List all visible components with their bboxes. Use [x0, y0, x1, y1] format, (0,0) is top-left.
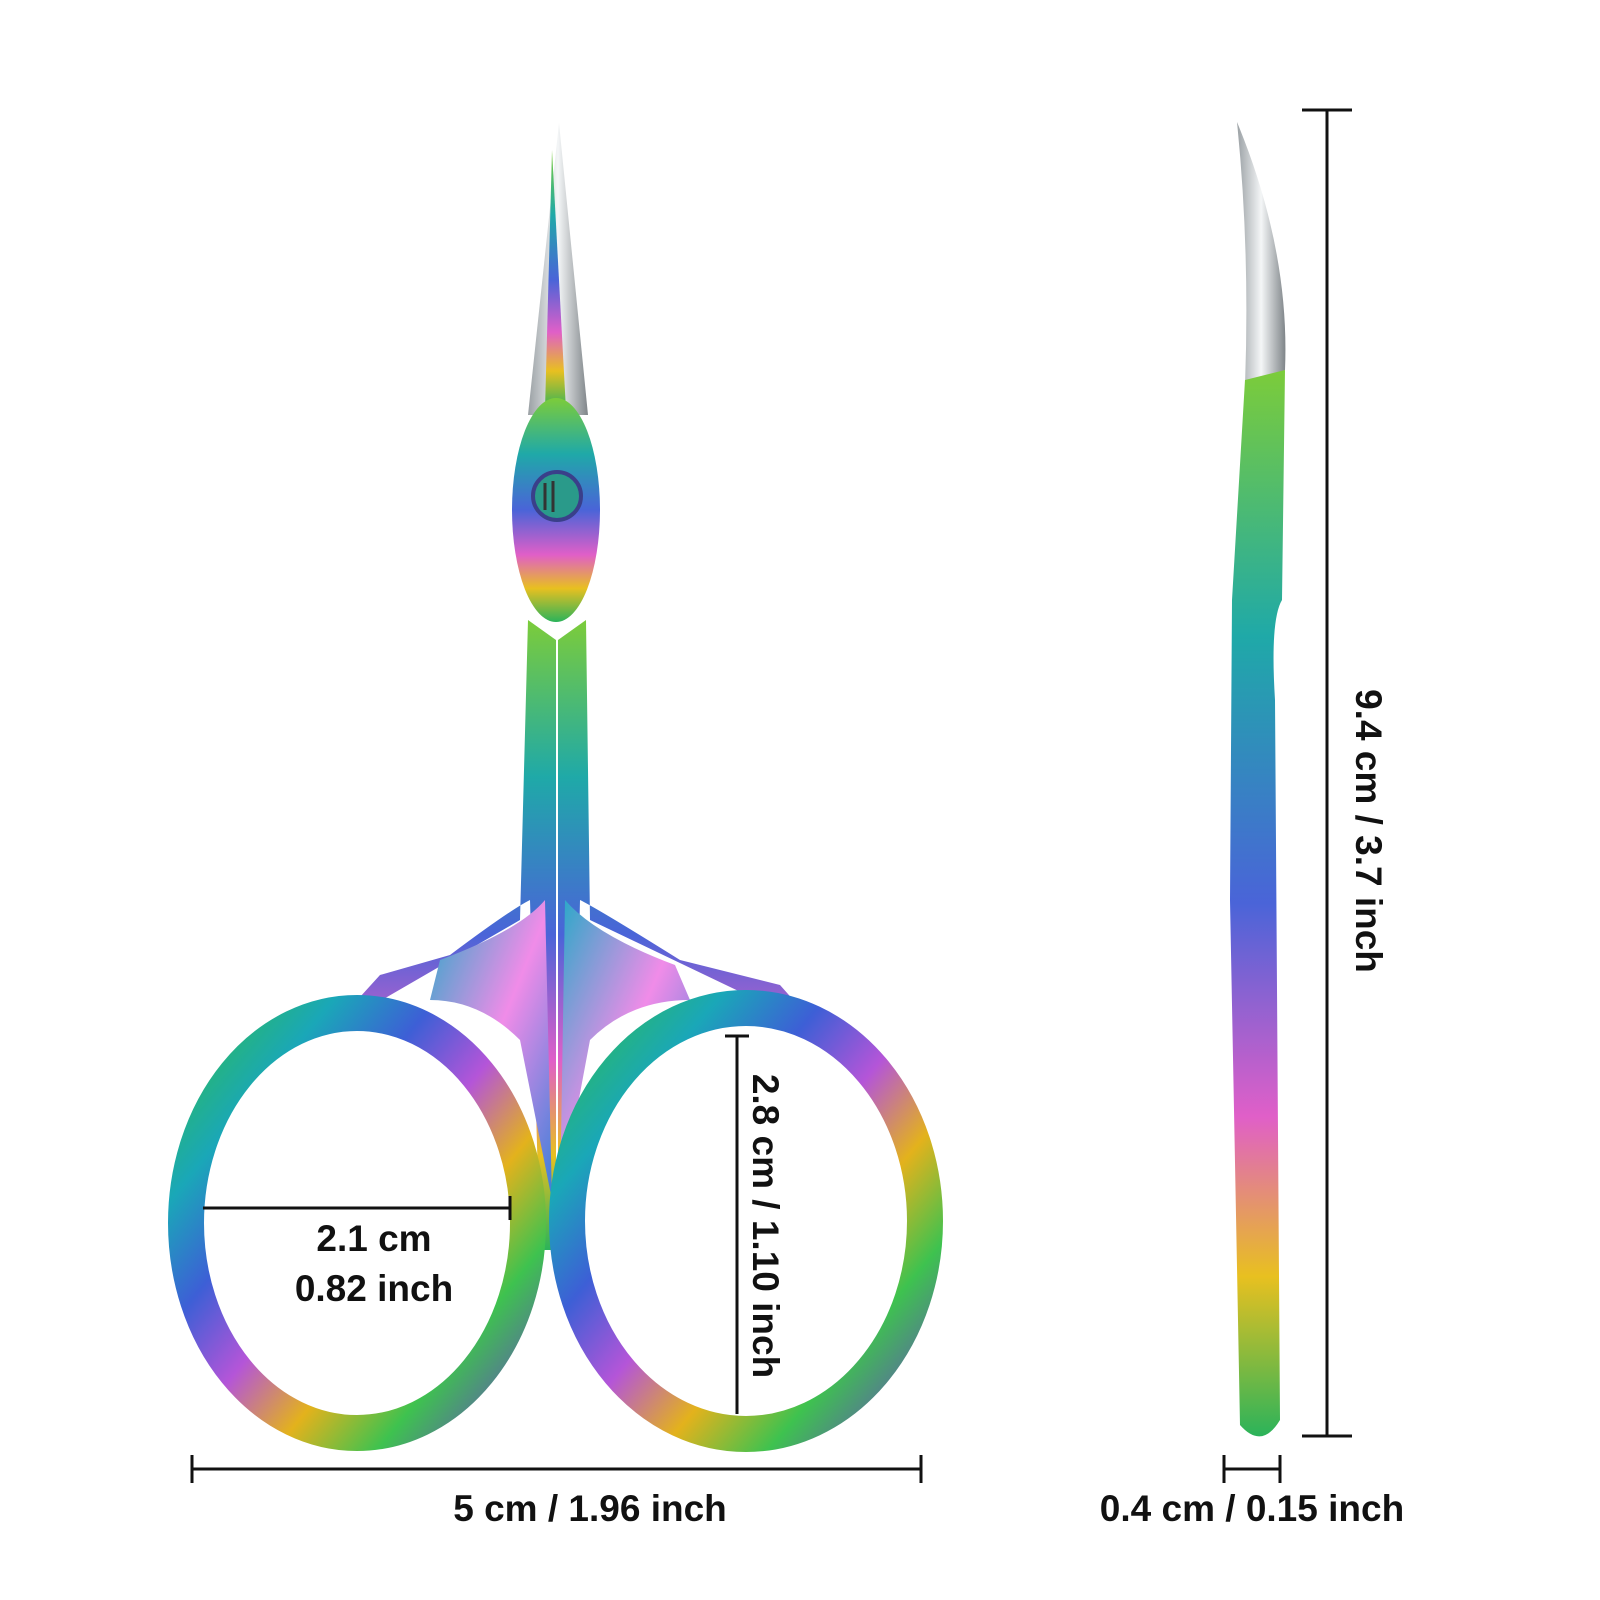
right-bridge — [560, 900, 690, 1200]
side-handle — [1230, 370, 1285, 1437]
right-shank — [558, 620, 820, 1250]
ring-height-label: 2.8 cm / 1.10 inch — [745, 1074, 786, 1378]
ring-width-cm: 2.1 cm — [316, 1218, 431, 1259]
ring-width-inch: 0.82 inch — [295, 1268, 453, 1309]
dimension-lines — [190, 108, 1352, 1483]
left-ring — [168, 995, 546, 1451]
right-ring — [549, 990, 943, 1452]
side-blade — [1237, 122, 1286, 385]
screw — [531, 470, 583, 522]
blade-edge — [545, 150, 566, 410]
total-width-label: 5 cm / 1.96 inch — [453, 1488, 727, 1529]
left-shank — [330, 620, 556, 1250]
scissors-front — [168, 123, 943, 1452]
scissors-side — [1230, 122, 1286, 1437]
left-bridge — [430, 900, 552, 1200]
thickness-label: 0.4 cm / 0.15 inch — [1100, 1488, 1404, 1529]
total-length-label: 9.4 cm / 3.7 inch — [1348, 689, 1389, 973]
